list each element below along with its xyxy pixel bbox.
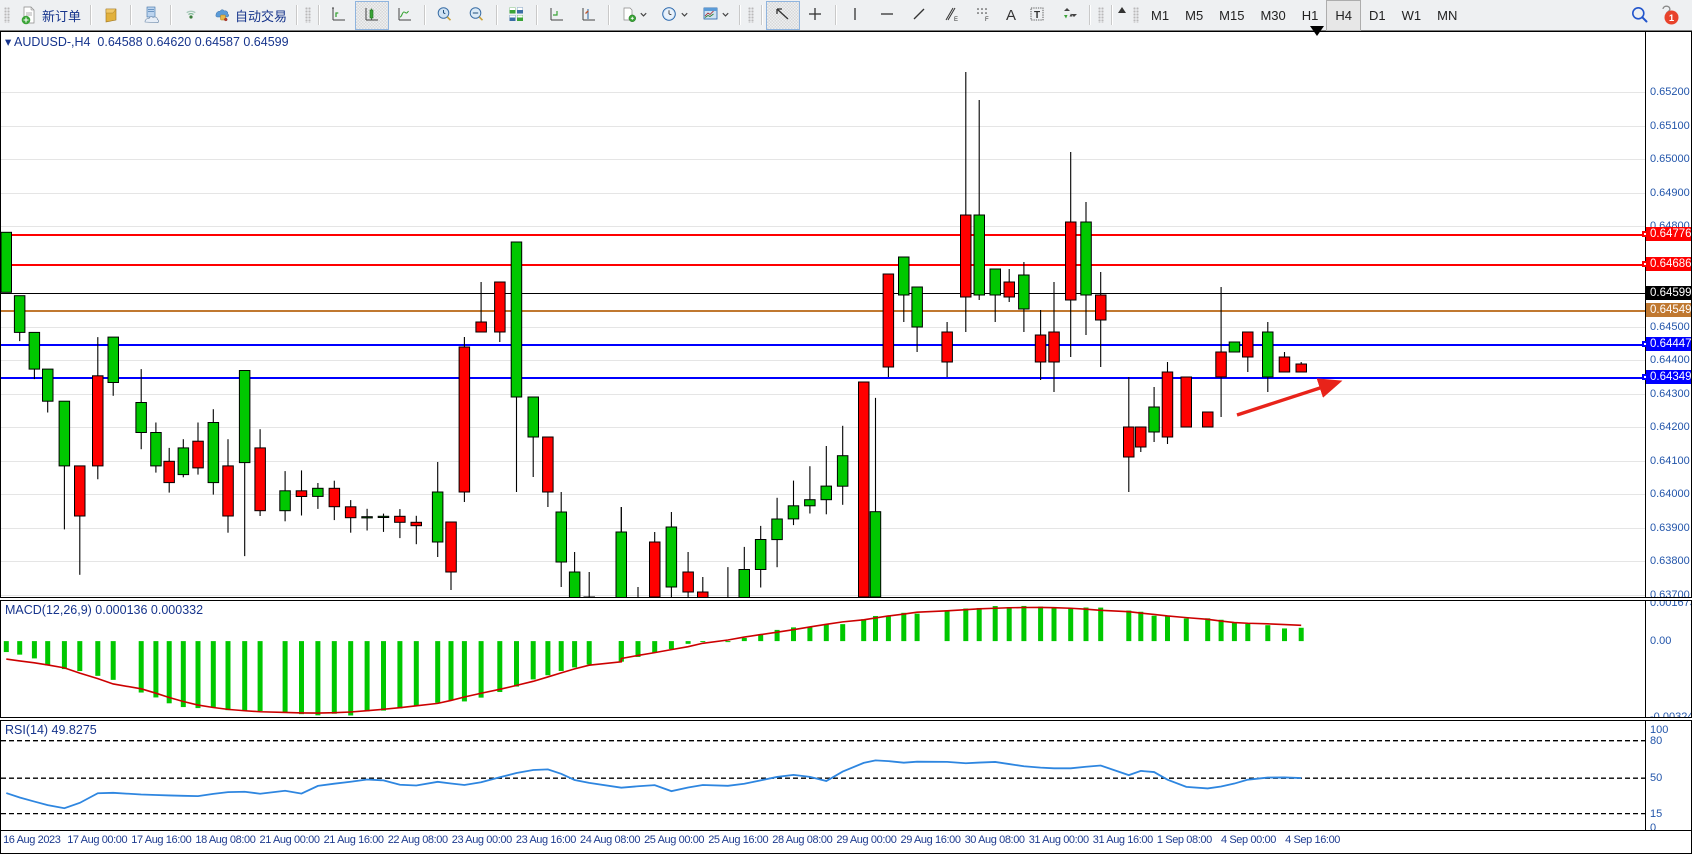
svg-text:F: F (985, 17, 989, 23)
svg-text:1: 1 (1669, 13, 1675, 24)
svg-text:T: T (1034, 10, 1040, 21)
svg-text:E: E (954, 17, 958, 23)
